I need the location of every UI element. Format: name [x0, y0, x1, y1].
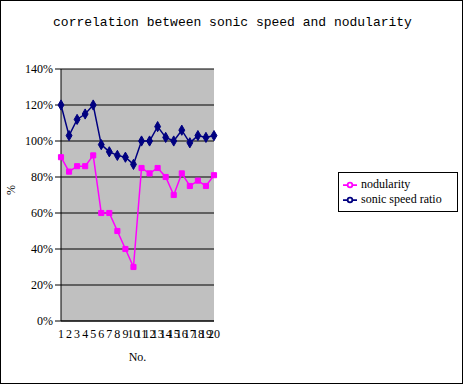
svg-text:80%: 80% [31, 170, 53, 184]
svg-text:20%: 20% [31, 278, 53, 292]
svg-text:8: 8 [114, 327, 120, 341]
svg-text:1: 1 [58, 327, 64, 341]
svg-text:%: % [8, 185, 18, 195]
svg-text:40%: 40% [31, 242, 53, 256]
svg-text:60%: 60% [31, 206, 53, 220]
svg-text:6: 6 [98, 327, 104, 341]
svg-text:No.: No. [129, 350, 147, 364]
svg-text:2: 2 [66, 327, 72, 341]
svg-text:0%: 0% [37, 314, 53, 328]
svg-text:3: 3 [74, 327, 80, 341]
svg-text:5: 5 [90, 327, 96, 341]
svg-text:140%: 140% [25, 62, 53, 76]
svg-text:100%: 100% [25, 134, 53, 148]
svg-text:120%: 120% [25, 98, 53, 112]
svg-text:20: 20 [208, 327, 220, 341]
svg-text:7: 7 [106, 327, 112, 341]
svg-text:4: 4 [82, 327, 88, 341]
